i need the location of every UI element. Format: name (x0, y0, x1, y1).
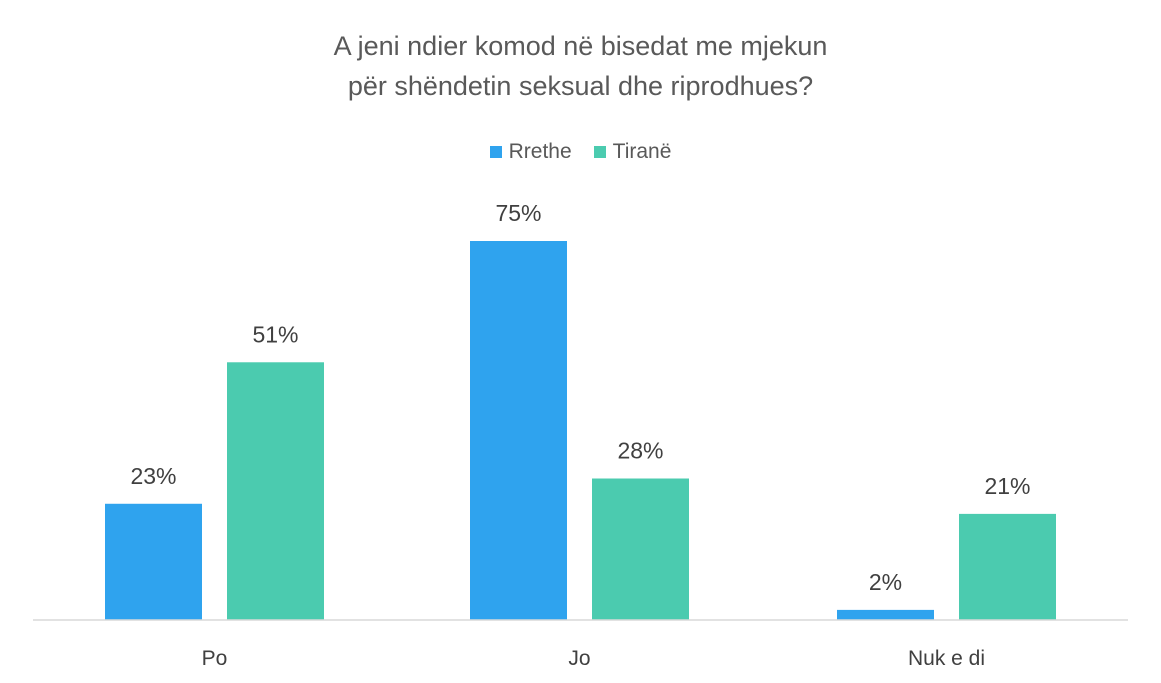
data-label-tiran-1: 28% (617, 438, 663, 464)
bar-rrethe-2 (837, 609, 934, 620)
chart-title-line-2: për shëndetin seksual dhe riprodhues? (347, 71, 814, 101)
legend: Rrethe Tiranë (0, 140, 1161, 164)
bar-rrethe-1 (470, 241, 567, 620)
chart-title: A jeni ndier komod në bisedat me mjekun … (0, 26, 1161, 106)
data-label-rrethe-1: 75% (495, 200, 541, 226)
legend-swatch-tirane (593, 146, 606, 158)
data-label-tiran-2: 21% (984, 473, 1030, 499)
legend-label-tirane: Tiranë (612, 140, 672, 163)
bar-rrethe-0 (105, 503, 202, 620)
legend-item-rrethe: Rrethe (489, 140, 572, 164)
data-label-tiran-0: 51% (252, 321, 298, 347)
category-label-2: Nuk e di (908, 647, 985, 670)
bar-tiran-0 (227, 362, 324, 620)
bar-tiran-1 (592, 478, 689, 620)
legend-swatch-rrethe (489, 146, 502, 158)
category-label-0: Po (202, 647, 228, 670)
legend-item-tirane: Tiranë (593, 140, 672, 164)
legend-label-rrethe: Rrethe (508, 140, 572, 163)
data-label-rrethe-0: 23% (130, 463, 176, 489)
category-label-1: Jo (568, 647, 590, 670)
bar-tiran-2 (959, 513, 1056, 620)
data-label-rrethe-2: 2% (869, 569, 902, 595)
chart-title-line-1: A jeni ndier komod në bisedat me mjekun (333, 31, 828, 61)
